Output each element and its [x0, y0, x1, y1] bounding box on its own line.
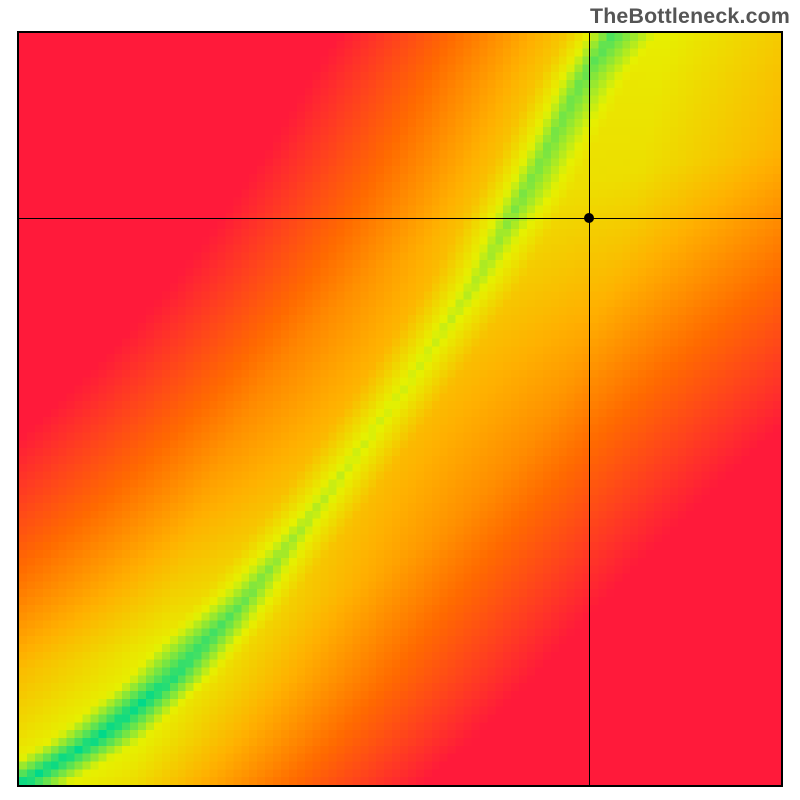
chart-container: TheBottleneck.com	[0, 0, 800, 800]
crosshair-point	[584, 213, 594, 223]
crosshair-horizontal	[19, 218, 781, 219]
heatmap-canvas	[19, 33, 781, 785]
watermark-text: TheBottleneck.com	[590, 4, 790, 29]
heatmap-plot	[17, 31, 783, 787]
crosshair-vertical	[589, 33, 590, 785]
